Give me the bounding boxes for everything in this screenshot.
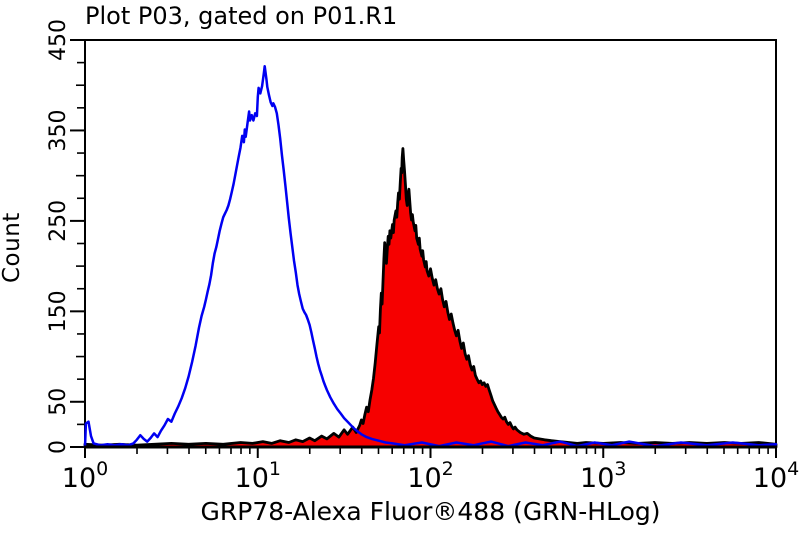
x-tick-label: 103 (580, 458, 626, 494)
plot-title: Plot P03, gated on P01.R1 (85, 2, 398, 30)
y-tick-label: 50 (46, 388, 71, 416)
y-axis-ticks: 0 50 150 250 350 450 (46, 19, 85, 454)
y-tick-label: 350 (46, 109, 71, 151)
x-tick-label: 104 (753, 458, 799, 494)
y-tick-label: 0 (46, 440, 71, 454)
y-axis-label: Count (0, 212, 25, 284)
x-axis-label: GRP78-Alexa Fluor®488 (GRN-HLog) (200, 497, 661, 526)
x-tick-label: 102 (407, 458, 453, 494)
x-tick-label: 101 (235, 458, 281, 494)
histogram-stained-filled (83, 147, 778, 449)
y-tick-label: 250 (46, 200, 71, 242)
y-tick-label: 450 (46, 19, 71, 61)
x-axis-ticks: 100 101 102 103 104 (62, 447, 799, 494)
histogram-control-open (83, 64, 778, 449)
y-tick-label: 150 (46, 290, 71, 332)
x-tick-label: 100 (62, 458, 108, 494)
